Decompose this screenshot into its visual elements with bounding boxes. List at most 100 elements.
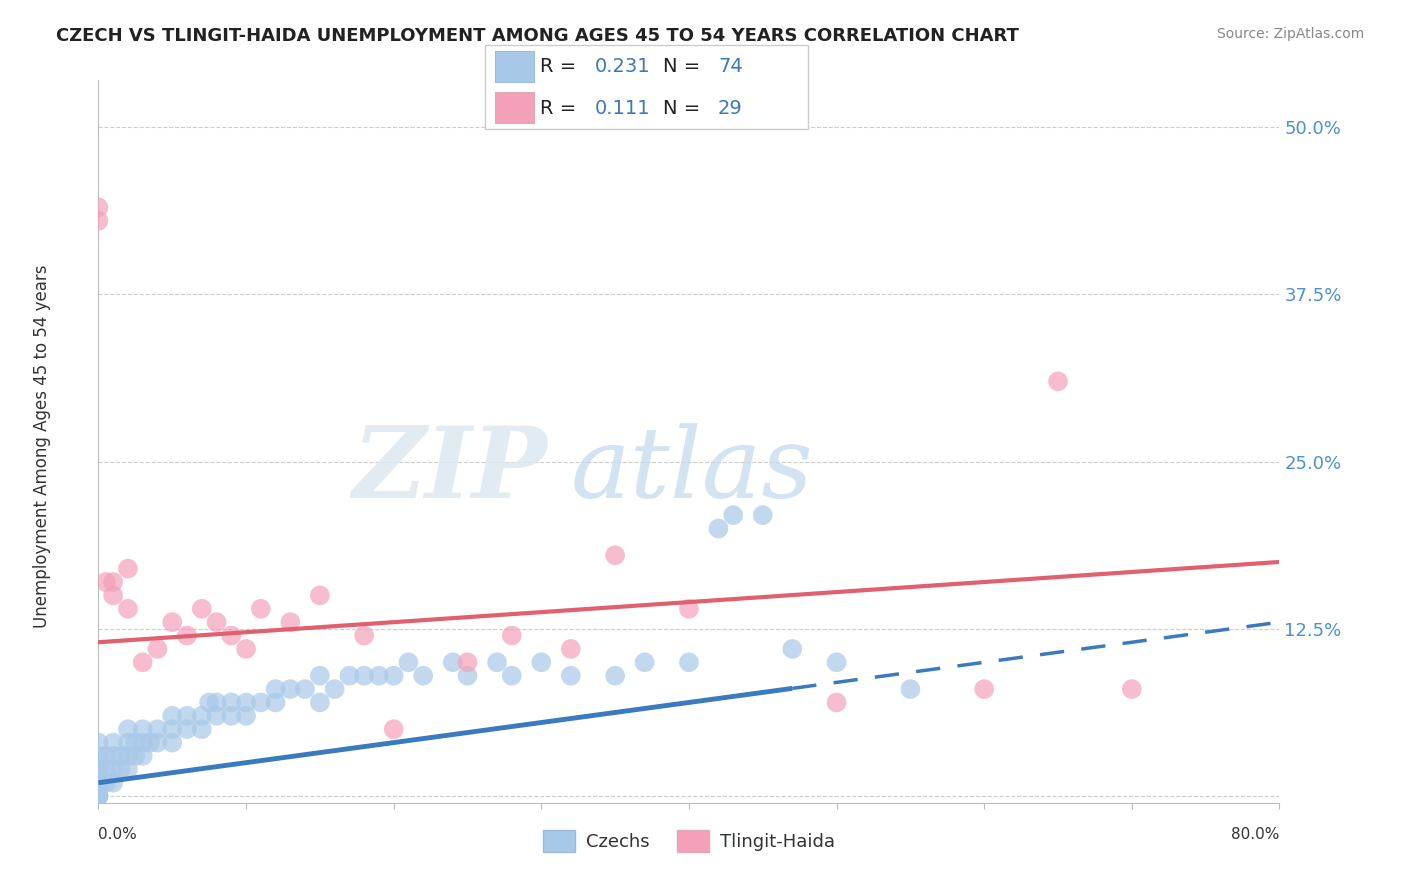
Point — [1046, 375, 1070, 389]
Point — [309, 669, 332, 683]
Point — [103, 762, 125, 776]
Point — [825, 696, 848, 710]
Point — [132, 655, 155, 669]
Point — [146, 642, 169, 657]
Point — [87, 749, 110, 764]
Point — [398, 655, 420, 669]
Point — [382, 723, 405, 737]
Point — [221, 708, 243, 723]
Text: N =: N = — [664, 57, 706, 76]
Point — [198, 696, 221, 710]
Point — [973, 681, 995, 696]
Point — [294, 681, 316, 696]
Point — [678, 602, 700, 616]
Point — [87, 789, 110, 804]
Point — [110, 762, 132, 776]
Point — [900, 681, 922, 696]
Point — [103, 735, 125, 749]
Point — [87, 789, 110, 804]
Point — [382, 669, 405, 683]
Point — [309, 589, 332, 603]
Point — [87, 782, 110, 797]
Point — [117, 762, 139, 776]
Text: CZECH VS TLINGIT-HAIDA UNEMPLOYMENT AMONG AGES 45 TO 54 YEARS CORRELATION CHART: CZECH VS TLINGIT-HAIDA UNEMPLOYMENT AMON… — [56, 27, 1019, 45]
Point — [87, 776, 110, 790]
Point — [87, 762, 110, 776]
Point — [752, 508, 775, 523]
Point — [132, 749, 155, 764]
Point — [162, 615, 183, 630]
Point — [457, 669, 479, 683]
Point — [486, 655, 509, 669]
Point — [117, 723, 139, 737]
Point — [132, 723, 155, 737]
Point — [634, 655, 657, 669]
Point — [176, 708, 198, 723]
Point — [560, 669, 582, 683]
Point — [146, 723, 169, 737]
Text: Unemployment Among Ages 45 to 54 years: Unemployment Among Ages 45 to 54 years — [34, 264, 51, 628]
Text: 0.231: 0.231 — [595, 57, 651, 76]
Point — [94, 776, 117, 790]
Point — [94, 762, 117, 776]
Point — [176, 723, 198, 737]
Point — [117, 735, 139, 749]
Point — [412, 669, 434, 683]
FancyBboxPatch shape — [495, 51, 534, 82]
Point — [103, 575, 125, 590]
Text: 74: 74 — [718, 57, 742, 76]
Point — [87, 201, 110, 215]
Point — [280, 615, 302, 630]
Point — [723, 508, 745, 523]
Point — [103, 589, 125, 603]
Point — [110, 749, 132, 764]
Point — [191, 602, 214, 616]
Point — [560, 642, 582, 657]
Point — [94, 749, 117, 764]
Text: N =: N = — [664, 99, 706, 118]
Point — [205, 615, 228, 630]
Point — [191, 723, 214, 737]
Point — [457, 655, 479, 669]
Point — [250, 602, 273, 616]
FancyBboxPatch shape — [485, 45, 808, 129]
Text: 0.111: 0.111 — [595, 99, 651, 118]
Point — [117, 562, 139, 576]
Text: 29: 29 — [718, 99, 742, 118]
Point — [103, 776, 125, 790]
Point — [501, 628, 523, 642]
Point — [139, 735, 162, 749]
Text: atlas: atlas — [571, 423, 814, 518]
Point — [264, 681, 287, 696]
Point — [707, 521, 730, 535]
Point — [441, 655, 464, 669]
Point — [264, 696, 287, 710]
Point — [530, 655, 553, 669]
Point — [117, 749, 139, 764]
Point — [353, 628, 375, 642]
Point — [605, 548, 627, 563]
Point — [87, 776, 110, 790]
Point — [250, 696, 273, 710]
Point — [368, 669, 391, 683]
Point — [176, 628, 198, 642]
Point — [280, 681, 302, 696]
Point — [94, 575, 117, 590]
Point — [191, 708, 214, 723]
Point — [235, 708, 257, 723]
Point — [825, 655, 848, 669]
Point — [339, 669, 361, 683]
Point — [87, 213, 110, 227]
Point — [353, 669, 375, 683]
Point — [205, 708, 228, 723]
Point — [221, 696, 243, 710]
Text: 80.0%: 80.0% — [1232, 827, 1279, 842]
Point — [1121, 681, 1143, 696]
Point — [501, 669, 523, 683]
Point — [87, 789, 110, 804]
Text: R =: R = — [540, 99, 589, 118]
Point — [87, 762, 110, 776]
FancyBboxPatch shape — [495, 92, 534, 123]
Point — [205, 696, 228, 710]
Point — [323, 681, 346, 696]
